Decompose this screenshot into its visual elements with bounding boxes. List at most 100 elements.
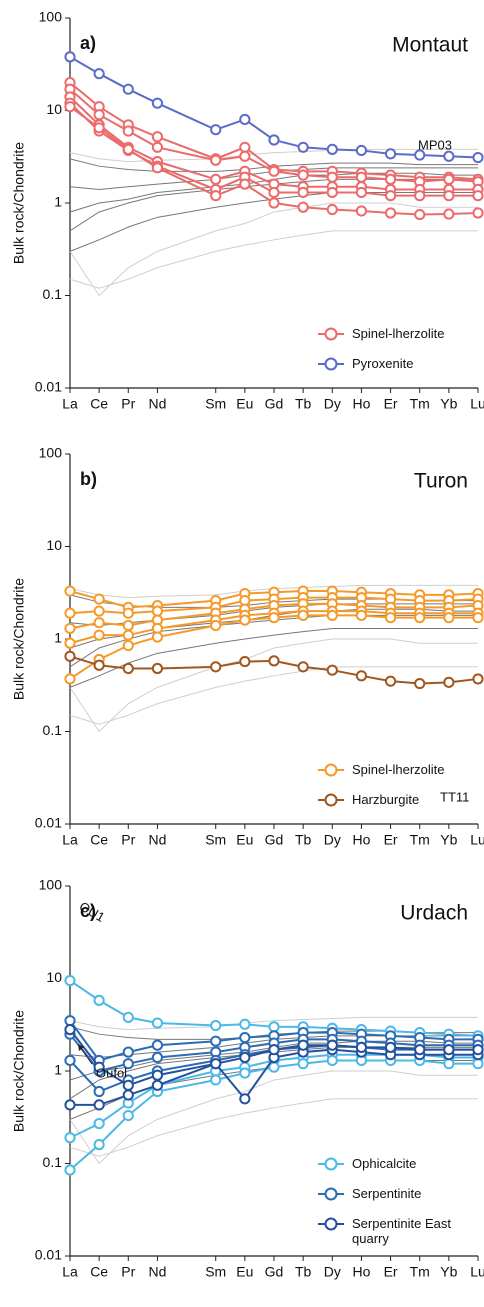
sample-point xyxy=(384,675,397,687)
x-tick-label: Pr xyxy=(121,832,135,848)
legend-entry: Spinel-lherzolite xyxy=(352,762,445,777)
x-tick-label: Gd xyxy=(265,832,284,848)
x-tick-label: Lu xyxy=(470,1264,484,1280)
reference-line xyxy=(69,172,478,213)
sample-point xyxy=(297,661,309,673)
annotation-arrowhead xyxy=(78,1044,84,1051)
sample-point xyxy=(64,637,76,649)
x-tick-label: Eu xyxy=(236,1264,253,1280)
sample-point xyxy=(297,1058,309,1070)
reference-line xyxy=(69,584,478,599)
sample-point xyxy=(93,1117,105,1130)
sample-point xyxy=(239,150,251,162)
sample-point xyxy=(239,141,251,153)
sample-point xyxy=(297,141,309,153)
reference-line xyxy=(69,1070,478,1165)
y-tick-label: 1 xyxy=(54,1062,62,1078)
sample-point xyxy=(297,201,309,213)
sample-point xyxy=(326,171,338,183)
sample-point xyxy=(472,612,484,624)
sample-point xyxy=(210,661,222,673)
y-tick-label: 10 xyxy=(46,101,62,117)
sample-point xyxy=(472,151,484,164)
x-tick-label: Ho xyxy=(352,832,370,848)
sample-point xyxy=(355,171,368,183)
sample-point xyxy=(443,1058,455,1070)
sample-point xyxy=(326,609,338,621)
sample-point xyxy=(443,208,455,220)
panel-label: a) xyxy=(80,33,96,53)
sample-point xyxy=(93,68,105,80)
sample-point xyxy=(239,655,251,668)
sample-point xyxy=(443,150,455,162)
sample-point xyxy=(239,1031,251,1044)
sample-point xyxy=(355,186,368,199)
sample-point xyxy=(239,113,251,126)
sample-point xyxy=(326,143,338,155)
legend-entry: Harzburgite xyxy=(352,792,420,807)
y-tick-label: 1 xyxy=(54,630,62,646)
x-tick-label: Ce xyxy=(90,832,108,848)
y-tick-label: 0.1 xyxy=(43,1154,63,1170)
sample-point xyxy=(472,673,484,685)
sample-point xyxy=(122,83,134,95)
sample-point xyxy=(151,1039,164,1051)
panel-title: Urdach xyxy=(400,902,468,925)
sample-point xyxy=(355,144,368,157)
sample-point xyxy=(268,1021,280,1033)
annotation: TT11 xyxy=(440,789,469,804)
sample-point xyxy=(122,143,134,155)
x-tick-label: Yb xyxy=(440,832,457,848)
reference-line xyxy=(69,1098,478,1157)
sample-point xyxy=(93,122,105,134)
sample-point xyxy=(384,1041,397,1053)
sample-point xyxy=(122,662,134,675)
x-tick-label: Ho xyxy=(352,1264,370,1280)
y-tick-label: 0.01 xyxy=(35,379,62,395)
sample-point xyxy=(210,190,222,202)
x-tick-label: Er xyxy=(384,396,398,412)
sample-point xyxy=(239,1067,251,1079)
x-tick-label: Er xyxy=(384,1264,398,1280)
y-tick-label: 0.01 xyxy=(35,1247,62,1263)
sample-point xyxy=(268,655,280,667)
x-tick-label: Tm xyxy=(410,832,430,848)
x-tick-label: Sm xyxy=(205,396,226,412)
legend-entry: Serpentinite East quarry xyxy=(352,1216,452,1246)
sample-point xyxy=(151,131,164,143)
panel-title: Turon xyxy=(414,470,468,493)
sample-point xyxy=(472,1044,484,1056)
sample-point xyxy=(443,173,455,185)
x-tick-label: Sm xyxy=(205,1264,226,1280)
sample-point xyxy=(414,208,426,221)
x-tick-label: Dy xyxy=(324,1264,341,1280)
sample-point xyxy=(210,1074,222,1086)
sample-point xyxy=(93,629,105,641)
sample-point xyxy=(414,190,426,202)
x-tick-label: La xyxy=(62,1264,78,1280)
sample-point xyxy=(151,1069,164,1081)
reference-line xyxy=(69,191,478,252)
x-tick-label: Ce xyxy=(90,1264,108,1280)
sample-point xyxy=(64,607,76,619)
sample-point xyxy=(414,1044,426,1056)
sample-point xyxy=(268,165,280,177)
sample-point xyxy=(64,673,76,685)
x-tick-label: Eu xyxy=(236,396,253,412)
sample-point xyxy=(64,974,76,987)
sample-point xyxy=(122,629,134,641)
legend-label: Harzburgite xyxy=(352,792,420,807)
sample-point xyxy=(64,1132,76,1144)
sample-point xyxy=(355,1041,368,1053)
sample-point xyxy=(64,51,76,63)
sample-point xyxy=(151,662,164,675)
sample-point xyxy=(64,585,76,597)
x-tick-label: Gd xyxy=(265,396,284,412)
sample-point xyxy=(326,1054,338,1067)
legend-label: Serpentinite East quarry xyxy=(352,1216,452,1246)
sample-point xyxy=(64,1024,76,1036)
legend-marker xyxy=(324,763,338,777)
legend-marker xyxy=(324,1157,338,1171)
sample-point xyxy=(93,617,105,629)
